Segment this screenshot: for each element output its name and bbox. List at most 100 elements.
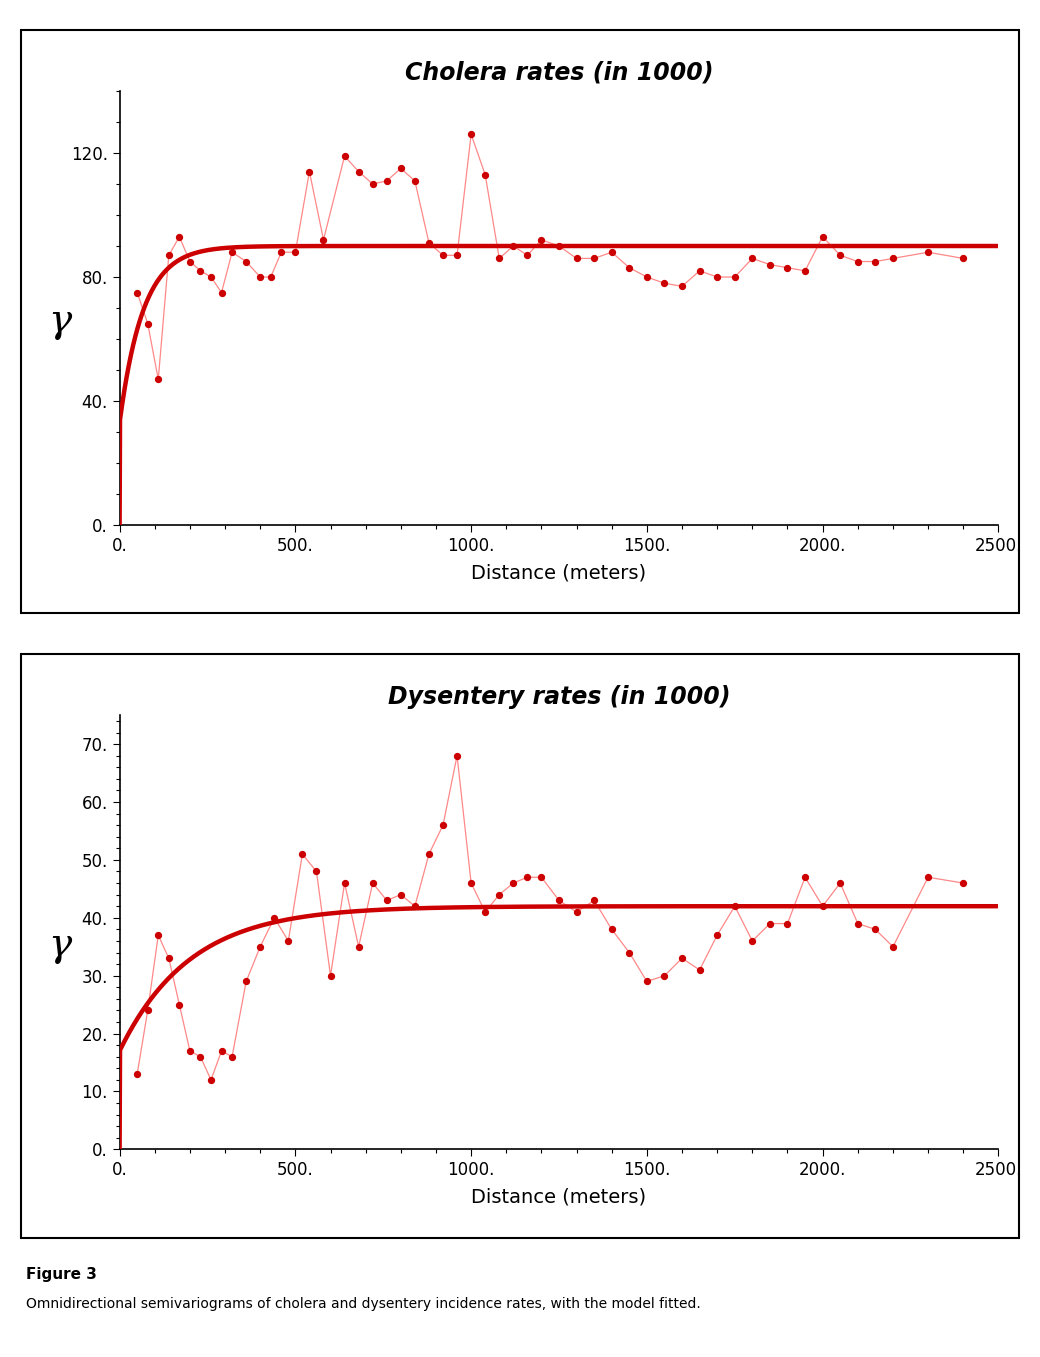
Point <box>224 242 240 263</box>
Point <box>171 225 187 247</box>
Point <box>761 254 778 275</box>
Point <box>435 814 451 836</box>
Point <box>213 1039 230 1061</box>
Text: Figure 3: Figure 3 <box>26 1267 97 1282</box>
Point <box>867 251 884 273</box>
Point <box>477 901 494 923</box>
Point <box>761 913 778 935</box>
Point <box>568 901 584 923</box>
Point <box>420 843 437 864</box>
Point <box>379 170 395 191</box>
Point <box>692 959 708 981</box>
Point <box>139 1000 156 1022</box>
Point <box>160 244 177 266</box>
Point <box>955 873 971 894</box>
Point <box>448 244 465 266</box>
Point <box>674 947 691 969</box>
Point <box>797 866 813 887</box>
Point <box>709 924 726 946</box>
Point <box>203 1069 219 1091</box>
Point <box>867 919 884 940</box>
Point <box>280 930 296 951</box>
Point <box>463 873 479 894</box>
Point <box>171 993 187 1015</box>
Point <box>726 896 743 917</box>
Point <box>491 883 508 905</box>
Point <box>192 1046 209 1068</box>
Point <box>586 890 602 912</box>
Point <box>379 890 395 912</box>
Point <box>302 160 318 182</box>
Point <box>477 164 494 186</box>
Point <box>505 873 522 894</box>
Point <box>744 930 760 951</box>
Point <box>192 261 209 282</box>
Point <box>656 273 673 294</box>
Point <box>551 235 568 256</box>
Point <box>224 1046 240 1068</box>
Point <box>551 890 568 912</box>
Point <box>336 145 353 167</box>
Point <box>519 244 536 266</box>
Point <box>129 1064 146 1086</box>
Point <box>350 936 367 958</box>
Point <box>238 251 255 273</box>
X-axis label: Distance (meters): Distance (meters) <box>471 563 647 582</box>
Point <box>955 247 971 269</box>
Point <box>779 256 796 278</box>
Point <box>336 873 353 894</box>
Point <box>534 866 550 887</box>
Point <box>709 266 726 288</box>
Point <box>448 745 465 767</box>
Point <box>491 247 508 269</box>
Point <box>919 866 936 887</box>
Point <box>726 266 743 288</box>
Point <box>182 251 199 273</box>
Point <box>885 936 902 958</box>
X-axis label: Distance (meters): Distance (meters) <box>471 1187 647 1206</box>
Point <box>364 873 381 894</box>
Point <box>262 266 279 288</box>
Point <box>885 247 902 269</box>
Point <box>814 225 831 247</box>
Point <box>392 883 409 905</box>
Point <box>435 244 451 266</box>
Point <box>463 123 479 145</box>
Point <box>139 312 156 334</box>
Point <box>287 242 304 263</box>
Point <box>692 261 708 282</box>
Text: γ: γ <box>49 303 72 341</box>
Point <box>797 261 813 282</box>
Point <box>832 244 849 266</box>
Point <box>603 919 620 940</box>
Point <box>308 860 324 882</box>
Point <box>814 896 831 917</box>
Point <box>322 965 339 987</box>
Point <box>252 936 268 958</box>
Text: Omnidirectional semivariograms of cholera and dysentery incidence rates, with th: Omnidirectional semivariograms of choler… <box>26 1297 701 1311</box>
Point <box>621 942 638 963</box>
Point <box>213 282 230 304</box>
Point <box>603 242 620 263</box>
Point <box>505 235 522 256</box>
Point <box>203 266 219 288</box>
Point <box>639 266 655 288</box>
Point <box>639 970 655 992</box>
Point <box>150 369 166 391</box>
Point <box>238 970 255 992</box>
Point <box>364 174 381 195</box>
Point <box>534 229 550 251</box>
Point <box>420 232 437 254</box>
Point <box>392 157 409 179</box>
Point <box>621 256 638 278</box>
Point <box>150 924 166 946</box>
Point <box>252 266 268 288</box>
Point <box>160 947 177 969</box>
Point <box>568 247 584 269</box>
Point <box>407 896 423 917</box>
Point <box>272 242 289 263</box>
Point <box>674 275 691 297</box>
Point <box>744 247 760 269</box>
Text: γ: γ <box>49 927 72 965</box>
Point <box>832 873 849 894</box>
